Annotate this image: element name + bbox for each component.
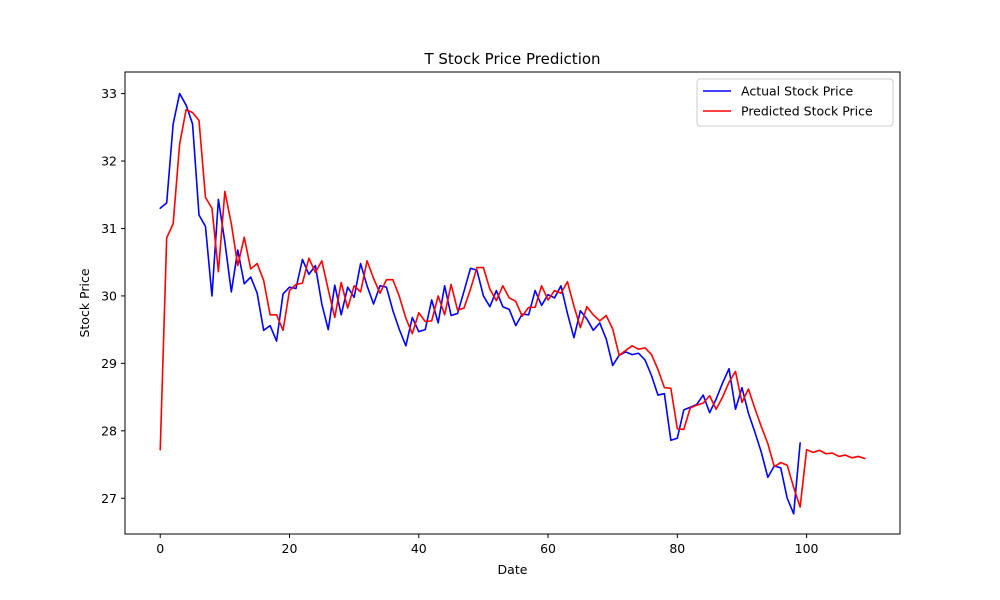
y-tick-label: 30 xyxy=(101,288,117,303)
x-tick-label: 100 xyxy=(795,541,819,556)
series-line-predicted xyxy=(159,108,866,508)
plot-frame xyxy=(124,71,901,535)
x-axis-label: Date xyxy=(498,562,528,577)
y-tick-label: 29 xyxy=(101,356,117,371)
y-axis-label: Stock Price xyxy=(77,268,92,337)
legend-box xyxy=(696,78,894,127)
plot-area xyxy=(159,92,866,515)
y-tick-label: 28 xyxy=(101,423,117,438)
legend: Actual Stock Price Predicted Stock Price xyxy=(696,78,894,127)
x-tick-label: 20 xyxy=(282,541,298,556)
y-tick-label: 27 xyxy=(101,491,117,506)
x-tick-label: 40 xyxy=(411,541,427,556)
y-tick-label: 33 xyxy=(101,86,117,101)
x-tick-label: 0 xyxy=(156,541,164,556)
legend-label-predicted: Predicted Stock Price xyxy=(741,104,873,119)
y-tick-label: 31 xyxy=(101,221,117,236)
x-axis: 0 20 40 60 80 100 xyxy=(156,534,819,556)
legend-label-actual: Actual Stock Price xyxy=(741,84,854,99)
x-tick-label: 60 xyxy=(540,541,556,556)
x-tick-label: 80 xyxy=(669,541,685,556)
y-axis: 27 28 29 30 31 32 33 xyxy=(101,86,125,506)
chart-title: T Stock Price Prediction xyxy=(423,50,600,68)
y-tick-label: 32 xyxy=(101,154,117,169)
